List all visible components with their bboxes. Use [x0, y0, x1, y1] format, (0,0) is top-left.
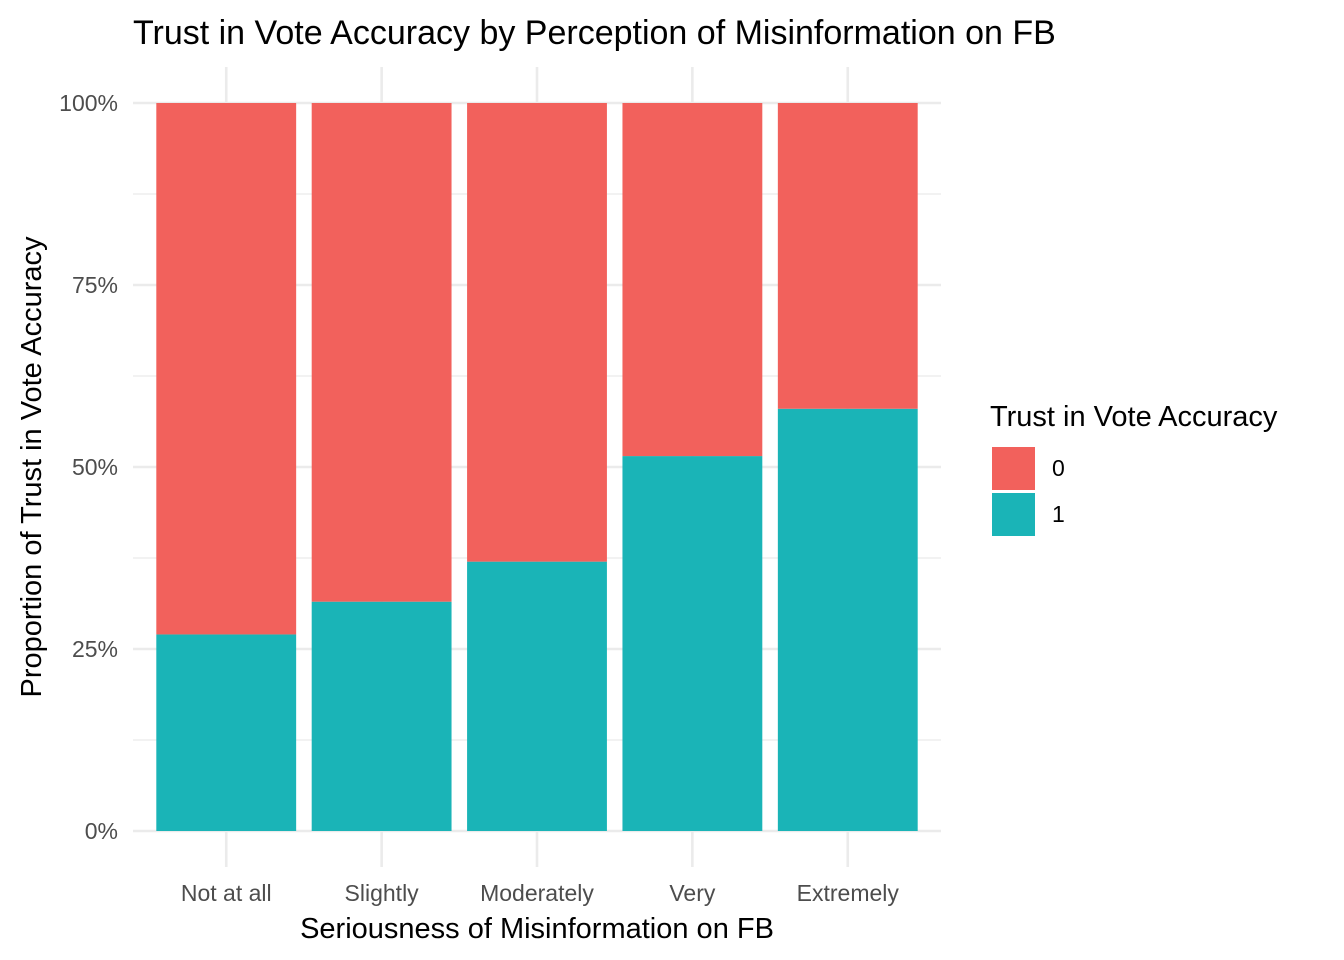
- bar-moderately-series-1: [467, 561, 607, 831]
- legend-key-1: [992, 493, 1035, 536]
- bar-slightly-series-0: [311, 103, 452, 602]
- y-axis-title: Proportion of Trust in Vote Accuracy: [16, 236, 48, 698]
- legend-items: 01: [992, 447, 1065, 536]
- y-axis-tick-labels: 0% 25% 50% 75% 100%: [59, 90, 118, 844]
- y-tick-label: 25%: [72, 636, 118, 662]
- bar-not-at-all-series-0: [156, 103, 297, 635]
- bar-slightly-series-1: [311, 601, 452, 831]
- legend-title: Trust in Vote Accuracy: [990, 401, 1278, 433]
- y-tick-label: 100%: [59, 90, 118, 116]
- x-tick-label: Slightly: [345, 880, 420, 906]
- bar-moderately-series-0: [467, 103, 607, 562]
- bars: [156, 103, 918, 831]
- x-axis-title: Seriousness of Misinformation on FB: [300, 913, 774, 945]
- x-tick-label: Extremely: [797, 880, 900, 906]
- legend-label-0: 0: [1052, 455, 1065, 481]
- x-tick-label: Not at all: [181, 880, 272, 906]
- y-tick-label: 0%: [85, 818, 118, 844]
- bar-very-series-0: [622, 103, 763, 457]
- legend-key-0: [992, 447, 1035, 490]
- bar-extremely-series-1: [777, 408, 918, 831]
- x-tick-label: Moderately: [480, 880, 594, 906]
- bar-not-at-all-series-1: [156, 634, 297, 831]
- y-tick-label: 75%: [72, 272, 118, 298]
- legend-label-1: 1: [1052, 501, 1065, 527]
- legend: Trust in Vote Accuracy 01: [990, 401, 1278, 536]
- chart-title: Trust in Vote Accuracy by Perception of …: [133, 14, 1056, 52]
- y-tick-label: 50%: [72, 454, 118, 480]
- bar-very-series-1: [622, 456, 763, 831]
- x-axis-tick-labels: Not at all Slightly Moderately Very Extremel…: [181, 880, 900, 906]
- x-tick-label: Very: [669, 880, 716, 906]
- bar-extremely-series-0: [777, 103, 918, 409]
